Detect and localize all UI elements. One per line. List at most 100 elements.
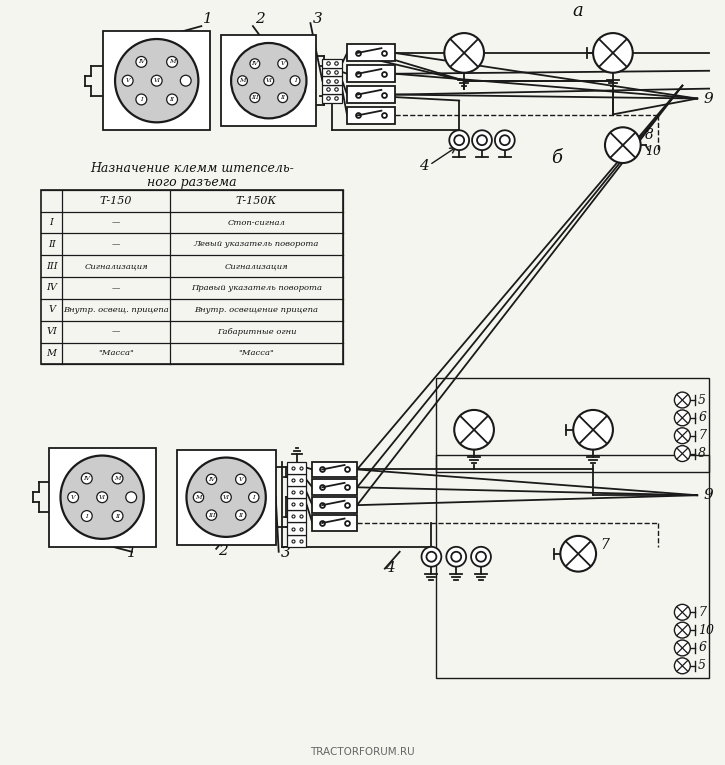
Text: Назначение клемм штепсель-: Назначение клемм штепсель-	[90, 162, 294, 175]
Circle shape	[136, 57, 146, 67]
Text: 7: 7	[600, 538, 609, 552]
Circle shape	[250, 59, 260, 69]
Circle shape	[472, 130, 492, 150]
Text: Т-150К: Т-150К	[236, 196, 277, 206]
Text: —: —	[112, 219, 120, 226]
Text: 2: 2	[218, 544, 228, 558]
Circle shape	[221, 492, 231, 503]
Bar	[221, 35, 316, 126]
Text: IV: IV	[46, 284, 57, 292]
Text: M: M	[169, 60, 175, 64]
Circle shape	[167, 94, 178, 105]
Circle shape	[167, 57, 178, 67]
Circle shape	[471, 547, 491, 567]
Text: Т-150: Т-150	[100, 196, 132, 206]
Text: 9: 9	[703, 488, 713, 503]
Text: I: I	[252, 495, 255, 500]
Circle shape	[674, 410, 690, 426]
Bar	[323, 59, 342, 67]
Circle shape	[112, 473, 123, 483]
Text: 5: 5	[698, 659, 706, 672]
Circle shape	[426, 552, 436, 562]
Bar	[286, 510, 307, 522]
Text: IV: IV	[83, 476, 91, 481]
Text: II: II	[239, 513, 244, 518]
Text: 9: 9	[703, 92, 713, 106]
Circle shape	[194, 492, 204, 503]
Text: Габаритные огни: Габаритные огни	[217, 327, 296, 336]
Text: I: I	[49, 218, 54, 227]
Bar	[436, 378, 709, 473]
Text: M: M	[239, 78, 246, 83]
Circle shape	[249, 492, 259, 503]
Text: Сигнализация: Сигнализация	[225, 262, 289, 270]
Text: 3: 3	[312, 12, 322, 26]
Text: V: V	[125, 78, 130, 83]
Text: III: III	[46, 262, 57, 271]
Bar	[41, 190, 343, 364]
Circle shape	[455, 135, 464, 145]
Circle shape	[674, 446, 690, 461]
Text: V: V	[48, 305, 55, 314]
Bar	[312, 497, 357, 513]
Text: VI: VI	[153, 78, 160, 83]
Text: 6: 6	[698, 642, 706, 655]
Bar	[436, 454, 709, 678]
Text: б: б	[552, 149, 563, 167]
Circle shape	[500, 135, 510, 145]
Bar	[286, 461, 307, 474]
Circle shape	[250, 93, 260, 103]
Text: —: —	[112, 240, 120, 249]
Text: I: I	[294, 78, 297, 83]
Bar	[347, 44, 394, 61]
Text: Левый указатель поворота: Левый указатель поворота	[194, 240, 319, 249]
Circle shape	[60, 456, 144, 539]
Text: VI: VI	[99, 495, 106, 500]
Text: Сигнализация: Сигнализация	[84, 262, 148, 270]
Text: 4: 4	[385, 561, 394, 575]
Circle shape	[674, 640, 690, 656]
Bar	[323, 76, 342, 85]
Circle shape	[674, 622, 690, 638]
Text: V: V	[281, 61, 285, 67]
Bar	[323, 94, 342, 103]
Circle shape	[495, 130, 515, 150]
Text: V: V	[71, 495, 75, 500]
Text: ного разъема: ного разъема	[147, 176, 237, 189]
Text: III: III	[251, 95, 259, 100]
Bar	[312, 515, 357, 531]
Circle shape	[674, 392, 690, 408]
Text: —: —	[112, 327, 120, 336]
Circle shape	[444, 33, 484, 73]
Circle shape	[115, 39, 199, 122]
Text: 10: 10	[698, 623, 714, 636]
Text: VI: VI	[265, 78, 273, 83]
Bar	[286, 498, 307, 510]
Circle shape	[278, 59, 288, 69]
Bar	[177, 450, 276, 545]
Text: 8: 8	[645, 129, 653, 142]
Text: II: II	[115, 513, 120, 519]
Text: 7: 7	[698, 606, 706, 619]
Text: а: а	[572, 2, 583, 20]
Text: 10: 10	[645, 145, 660, 158]
Circle shape	[231, 43, 307, 119]
Text: Правый указатель поворота: Правый указатель поворота	[191, 284, 322, 292]
Bar	[347, 86, 394, 103]
Text: M: M	[115, 476, 121, 481]
Text: VI: VI	[46, 327, 57, 336]
Circle shape	[136, 94, 146, 105]
Bar	[103, 31, 210, 130]
Text: 1: 1	[203, 12, 213, 26]
Circle shape	[181, 75, 191, 86]
Circle shape	[207, 510, 217, 520]
Circle shape	[674, 604, 690, 620]
Text: I: I	[140, 97, 143, 102]
Circle shape	[96, 492, 107, 503]
Circle shape	[152, 75, 162, 86]
Text: II: II	[48, 239, 55, 249]
Bar	[286, 486, 307, 498]
Text: V: V	[239, 477, 243, 482]
Circle shape	[238, 76, 247, 86]
Circle shape	[455, 410, 494, 450]
